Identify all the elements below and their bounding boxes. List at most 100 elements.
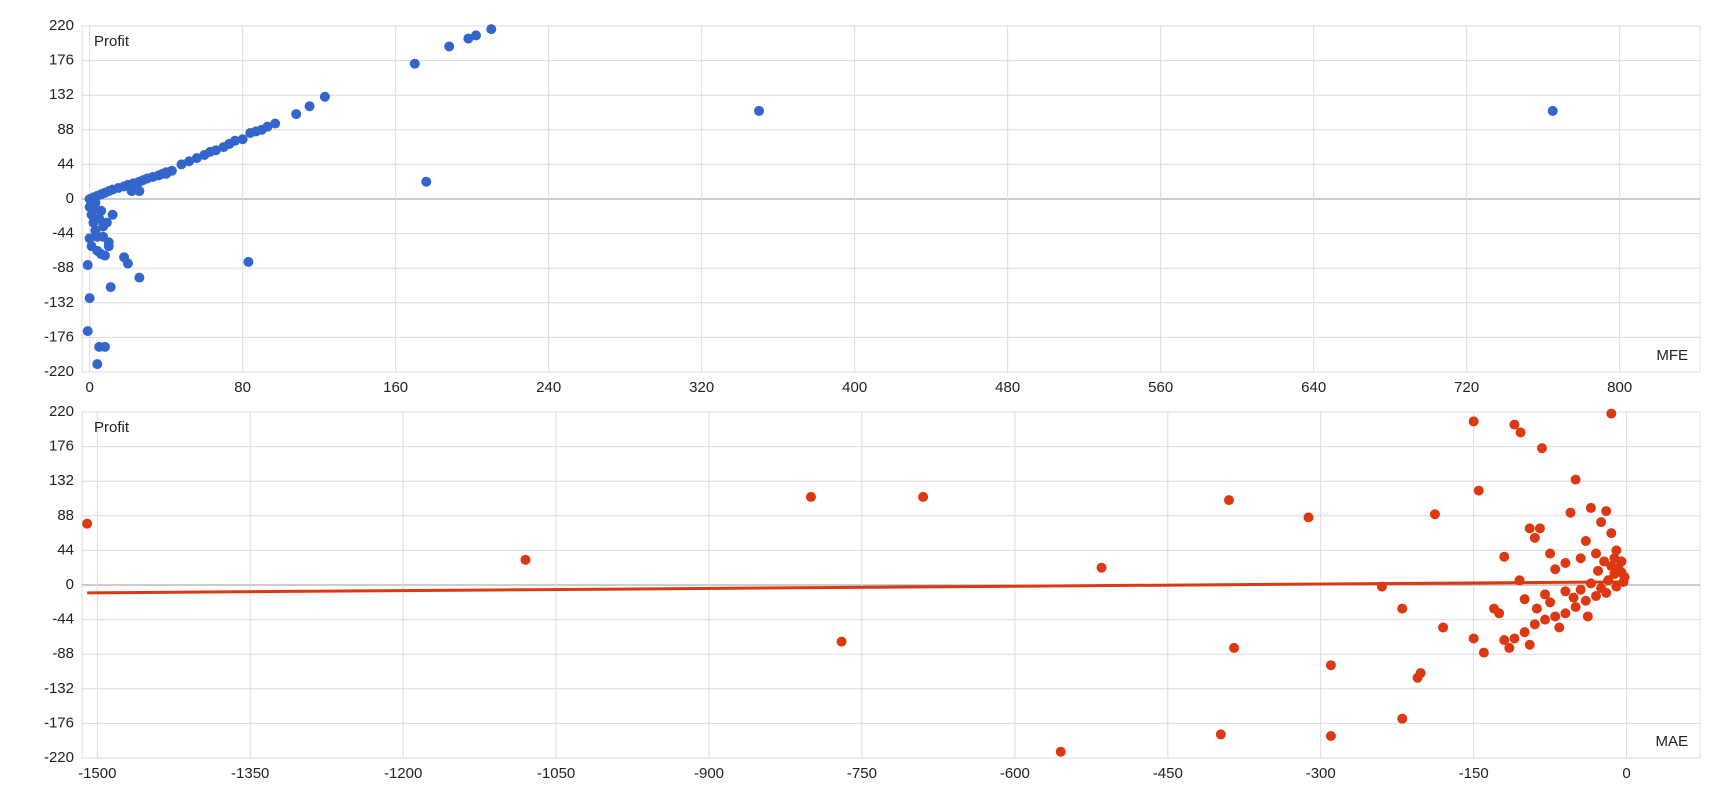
- point: [1397, 603, 1408, 614]
- point: [82, 518, 93, 529]
- point: [918, 491, 929, 502]
- point: [1599, 556, 1610, 567]
- point: [1582, 611, 1593, 622]
- point: [1570, 474, 1581, 485]
- point: [1519, 627, 1530, 638]
- y-tick-label: -44: [52, 225, 74, 242]
- y-tick-label: -132: [44, 680, 74, 697]
- x-tick-label: 400: [842, 379, 867, 396]
- y-tick-label: -220: [44, 749, 74, 766]
- x-tick-label: 640: [1301, 379, 1326, 396]
- point: [1096, 562, 1107, 573]
- point: [1468, 416, 1479, 427]
- y-tick-label: -176: [44, 328, 74, 345]
- point: [1438, 622, 1449, 633]
- point: [122, 258, 133, 269]
- point: [105, 282, 116, 293]
- point: [1509, 633, 1520, 644]
- point: [421, 176, 432, 187]
- x-tick-label: -1500: [78, 765, 116, 782]
- point: [1529, 619, 1540, 630]
- x-tick-label: 240: [536, 379, 561, 396]
- point: [1606, 408, 1617, 419]
- point: [1534, 523, 1545, 534]
- point: [1580, 535, 1591, 546]
- point: [1601, 587, 1612, 598]
- point: [1429, 509, 1440, 520]
- point: [86, 200, 97, 211]
- point: [1575, 553, 1586, 564]
- y-tick-label: 88: [57, 507, 74, 524]
- y-tick-label: 176: [49, 52, 74, 69]
- point: [1545, 548, 1556, 559]
- x-tick-label: -450: [1153, 765, 1183, 782]
- point: [1591, 548, 1602, 559]
- y-tick-label: 220: [49, 17, 74, 34]
- point: [1575, 584, 1586, 595]
- point: [94, 213, 105, 224]
- point: [1591, 591, 1602, 602]
- point: [1536, 443, 1547, 454]
- point: [262, 121, 273, 132]
- point: [1560, 608, 1571, 619]
- point: [176, 159, 187, 170]
- point: [1515, 427, 1526, 438]
- point: [304, 101, 315, 112]
- point: [134, 272, 145, 283]
- point: [1325, 730, 1336, 741]
- x-tick-label: -1050: [537, 765, 575, 782]
- y-tick-label: -44: [52, 611, 74, 628]
- point: [184, 156, 195, 167]
- point: [82, 326, 93, 337]
- point: [754, 105, 765, 116]
- point: [520, 554, 531, 565]
- x-tick-label: 160: [383, 379, 408, 396]
- point: [1499, 551, 1510, 562]
- point: [1478, 647, 1489, 658]
- point: [1055, 746, 1066, 757]
- point: [126, 186, 137, 197]
- point: [1606, 528, 1617, 539]
- point: [1524, 523, 1535, 534]
- point: [1601, 506, 1612, 517]
- point: [1585, 578, 1596, 589]
- point: [1547, 105, 1558, 116]
- point: [291, 109, 302, 120]
- x-tick-label: -150: [1459, 765, 1489, 782]
- point: [1499, 635, 1510, 646]
- point: [161, 168, 172, 179]
- point: [92, 359, 103, 370]
- point: [470, 30, 481, 41]
- x-tick-label: 80: [234, 379, 251, 396]
- point: [319, 91, 330, 102]
- x-tick-label: -600: [1000, 765, 1030, 782]
- point: [486, 24, 497, 35]
- y-tick-label: -88: [52, 645, 74, 662]
- point: [1325, 660, 1336, 671]
- point: [99, 250, 110, 261]
- point: [1550, 564, 1561, 575]
- point: [134, 186, 145, 197]
- point: [1585, 502, 1596, 513]
- point: [1215, 729, 1226, 740]
- point: [805, 491, 816, 502]
- x-tick-label: -900: [694, 765, 724, 782]
- x-tick-label: -1200: [384, 765, 422, 782]
- point: [1545, 597, 1556, 608]
- point: [1514, 575, 1525, 586]
- point: [230, 135, 241, 146]
- y-tick-label: 0: [66, 190, 74, 207]
- x-tick-label: -750: [847, 765, 877, 782]
- point: [101, 217, 112, 228]
- point: [1596, 517, 1607, 528]
- point: [1524, 639, 1535, 650]
- point: [1570, 602, 1581, 613]
- y-tick-label: 0: [66, 576, 74, 593]
- point: [1550, 611, 1561, 622]
- point: [96, 205, 107, 216]
- point: [1519, 594, 1530, 605]
- x-tick-label: 0: [1622, 765, 1630, 782]
- point: [84, 293, 95, 304]
- point: [1606, 561, 1617, 572]
